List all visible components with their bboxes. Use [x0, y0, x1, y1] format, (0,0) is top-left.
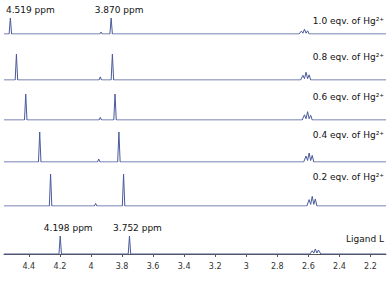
svg-text:0.8 eqv. of Hg²⁺: 0.8 eqv. of Hg²⁺ — [313, 52, 384, 62]
svg-text:4.198 ppm: 4.198 ppm — [44, 223, 93, 233]
svg-text:2.8: 2.8 — [271, 262, 284, 271]
svg-text:3.8: 3.8 — [116, 262, 129, 271]
svg-text:4.2: 4.2 — [54, 262, 67, 271]
svg-text:1.0 eqv. of Hg²⁺: 1.0 eqv. of Hg²⁺ — [313, 16, 384, 26]
svg-text:3.2: 3.2 — [209, 262, 222, 271]
svg-text:0.2 eqv. of Hg²⁺: 0.2 eqv. of Hg²⁺ — [313, 172, 384, 182]
svg-text:Ligand L: Ligand L — [346, 234, 384, 244]
svg-text:3.4: 3.4 — [178, 262, 191, 271]
svg-text:3: 3 — [244, 262, 249, 271]
svg-text:4.519 ppm: 4.519 ppm — [6, 5, 55, 15]
svg-text:4.4: 4.4 — [22, 262, 35, 271]
svg-text:0.6 eqv. of Hg²⁺: 0.6 eqv. of Hg²⁺ — [313, 92, 384, 102]
svg-text:3.752 ppm: 3.752 ppm — [113, 223, 162, 233]
svg-text:0.4 eqv. of Hg²⁺: 0.4 eqv. of Hg²⁺ — [313, 130, 384, 140]
svg-text:2.2: 2.2 — [364, 262, 377, 271]
svg-text:2.4: 2.4 — [333, 262, 346, 271]
svg-text:4: 4 — [88, 262, 93, 271]
svg-text:3.870 ppm: 3.870 ppm — [95, 5, 144, 15]
svg-text:2.6: 2.6 — [302, 262, 315, 271]
svg-text:3.6: 3.6 — [147, 262, 160, 271]
